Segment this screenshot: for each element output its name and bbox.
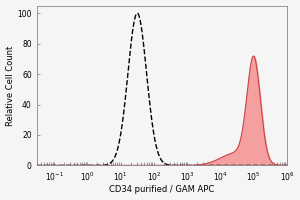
X-axis label: CD34 purified / GAM APC: CD34 purified / GAM APC [109, 185, 214, 194]
Y-axis label: Relative Cell Count: Relative Cell Count [6, 45, 15, 126]
